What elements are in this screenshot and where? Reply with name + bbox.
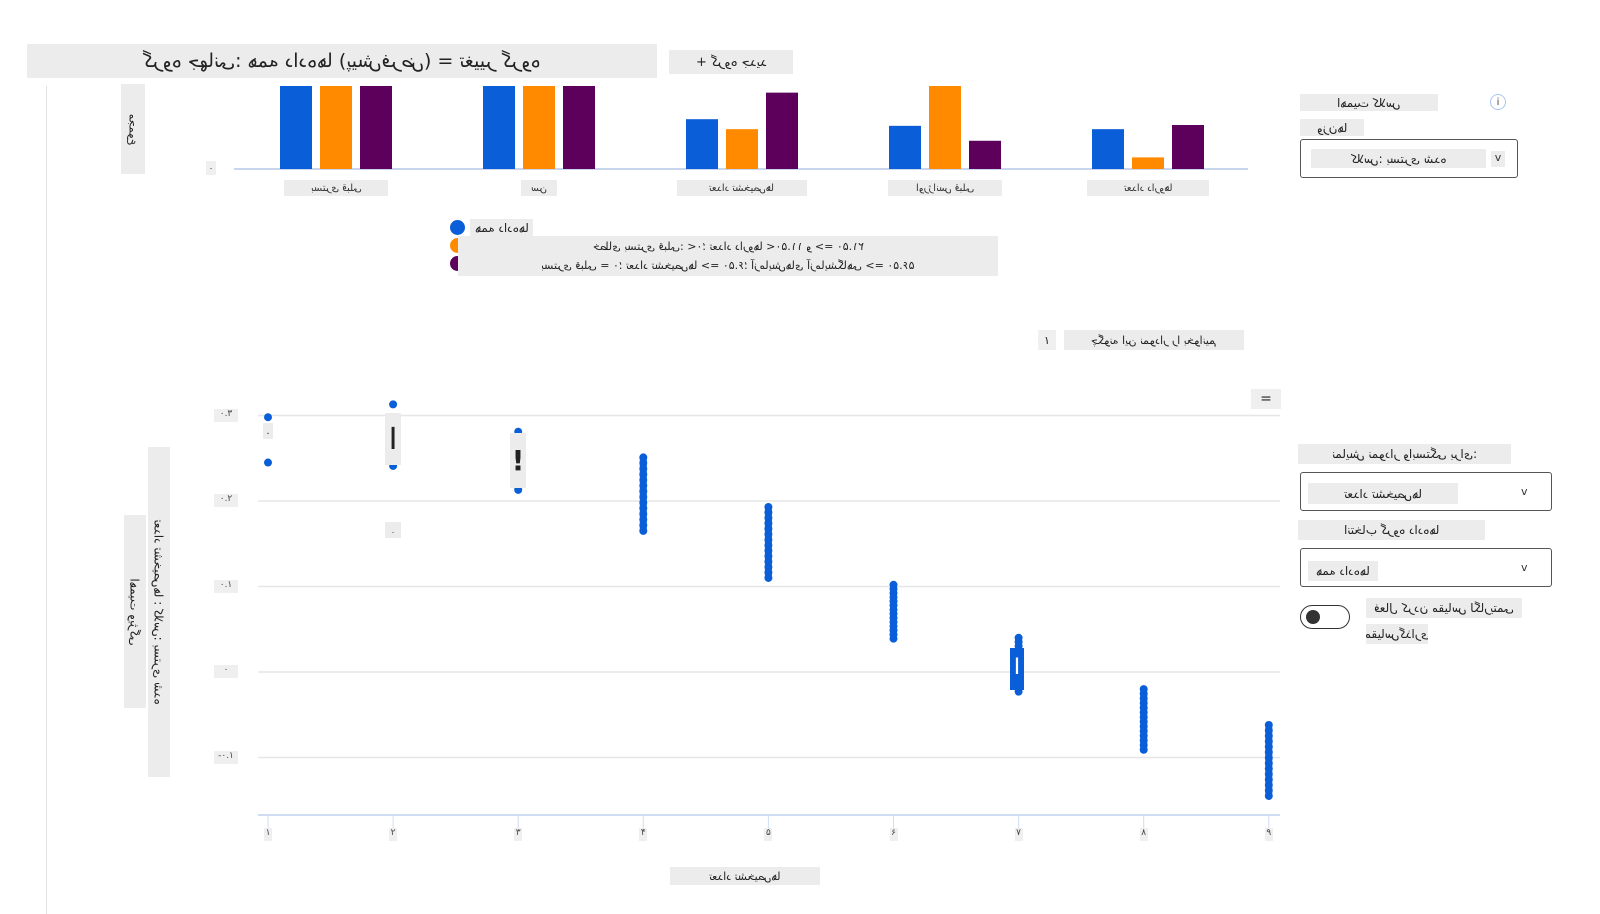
- legend-dot-all-data[interactable]: [450, 220, 465, 235]
- bar-3-series-1: [686, 119, 718, 169]
- scatter-y-axis-label: تعداد تشخیص‌ها : کلاس: بستری شده: [148, 447, 170, 777]
- scatter-y-tick-label: ۰.۱: [214, 579, 238, 593]
- cohort-dropdown[interactable]: همه داده‌ها v: [1300, 548, 1552, 587]
- bar-2-series-1: [483, 86, 515, 169]
- select-cohort-label: انتخاب گروه داده‌ها: [1298, 520, 1485, 540]
- bar-category-label: سن: [521, 180, 557, 196]
- bar-1-series-1: [280, 86, 312, 169]
- text-cursor-icon: I: [385, 413, 401, 465]
- bar-category-label: تعداد تشخیص‌ها: [677, 180, 807, 196]
- bar-4-series-3: [969, 140, 1001, 169]
- scatter-x-tick-label: ۷: [1014, 828, 1023, 841]
- scatter-y-tick-label: -۰.۱: [214, 750, 238, 764]
- chevron-down-icon: v: [1521, 485, 1528, 498]
- bar-chart-zero-tick: ۰: [206, 161, 216, 175]
- bar-chart: [234, 86, 1248, 170]
- feature-dropdown-value: تعداد تشخیص‌ها: [1308, 483, 1458, 504]
- scatter-x-tick-label: ۳: [514, 828, 523, 841]
- chevron-down-icon: v: [1521, 561, 1528, 574]
- class-dropdown-value: کلاس: بستری شده: [1311, 149, 1486, 168]
- scaling-label: مقیاس‌گذاری: [1366, 624, 1428, 644]
- scatter-point: [389, 400, 398, 409]
- cohort-dropdown-value: همه داده‌ها: [1308, 561, 1378, 581]
- bar-category-label: تعداد داروها: [1087, 180, 1209, 196]
- scatter-x-tick-label: ۵: [764, 828, 773, 841]
- chevron-down-icon: v: [1491, 151, 1505, 167]
- how-to-read-link[interactable]: چگونه این نمودار را بخوانیم: [1064, 330, 1244, 350]
- toggle-knob: [1306, 610, 1320, 624]
- global-cohort-title: گروه جهانی: همه داده‌ها (پیش‌فرض) = تغیی…: [27, 44, 657, 78]
- text-cursor-icon: I: [1010, 648, 1024, 690]
- scatter-y-axis-label-secondary: اهمیت ویژگی: [124, 515, 146, 708]
- scatter-x-tick-label: ۱: [264, 828, 272, 841]
- scatter-x-tick-label: ۸: [1139, 828, 1148, 841]
- legend-label-all-data: همه داده‌ها: [470, 219, 533, 237]
- how-to-read-number: ۱: [1038, 330, 1056, 350]
- dependence-plot-label: نمایش نمودار وابستگی برای:: [1298, 444, 1511, 464]
- bar-4-series-2: [929, 86, 961, 169]
- scatter-x-tick-label: ۲: [389, 828, 398, 841]
- scatter-overlay-dot: .: [385, 522, 401, 538]
- scatter-x-tick-label: ۹: [1264, 828, 1273, 841]
- bar-category-label: اورژانس قبلی: [888, 180, 1002, 196]
- bar-5-series-2: [1132, 157, 1164, 169]
- dependence-scatter-chart: [258, 400, 1280, 828]
- chart-menu-icon[interactable]: =: [1251, 389, 1281, 409]
- log-scale-toggle[interactable]: [1300, 605, 1350, 629]
- new-cohort-button[interactable]: + گروه جدید: [669, 50, 793, 74]
- feature-dropdown[interactable]: تعداد تشخیص‌ها v: [1300, 472, 1552, 511]
- bar-1-series-3: [360, 86, 392, 169]
- bar-2-series-2: [523, 86, 555, 169]
- bar-5-series-3: [1172, 125, 1204, 169]
- scatter-point: [264, 413, 272, 422]
- bar-1-series-2: [320, 86, 352, 169]
- scatter-point: [264, 458, 272, 467]
- exclamation-icon: !: [510, 433, 526, 488]
- class-importance-label: اهمیت کلاس: [1300, 94, 1438, 111]
- bar-3-series-3: [766, 92, 798, 169]
- bar-5-series-1: [1092, 129, 1124, 169]
- scatter-x-tick-label: ۴: [639, 828, 648, 841]
- scatter-x-axis-label: تعداد تشخیص‌ها: [670, 867, 820, 885]
- legend-cohort-labels: خطای بستری قبلی: >۰؛ تعداد داروها >۱۱.۵۰…: [458, 236, 998, 276]
- left-divider: [46, 86, 47, 914]
- scatter-y-tick-label: ۰.۳: [214, 408, 238, 422]
- info-icon[interactable]: i: [1490, 94, 1506, 110]
- scatter-y-tick-label: ۰.۲: [214, 494, 238, 507]
- bar-chart-y-axis-label: مجموع: [121, 84, 145, 174]
- bar-category-label: بستری قبلی: [284, 180, 388, 196]
- class-dropdown[interactable]: کلاس: بستری شده v: [1300, 139, 1518, 178]
- bar-4-series-1: [889, 125, 921, 169]
- log-scale-label: فعال کردن مقیاس لگاریتمی: [1366, 598, 1522, 618]
- scatter-x-tick-label: ۶: [889, 828, 898, 841]
- weights-label: وزن‌ها: [1300, 119, 1364, 136]
- scatter-overlay-dot: .: [263, 423, 273, 439]
- scatter-y-tick-label: ۰: [214, 665, 238, 678]
- bar-2-series-3: [563, 86, 595, 169]
- bar-3-series-2: [726, 129, 758, 169]
